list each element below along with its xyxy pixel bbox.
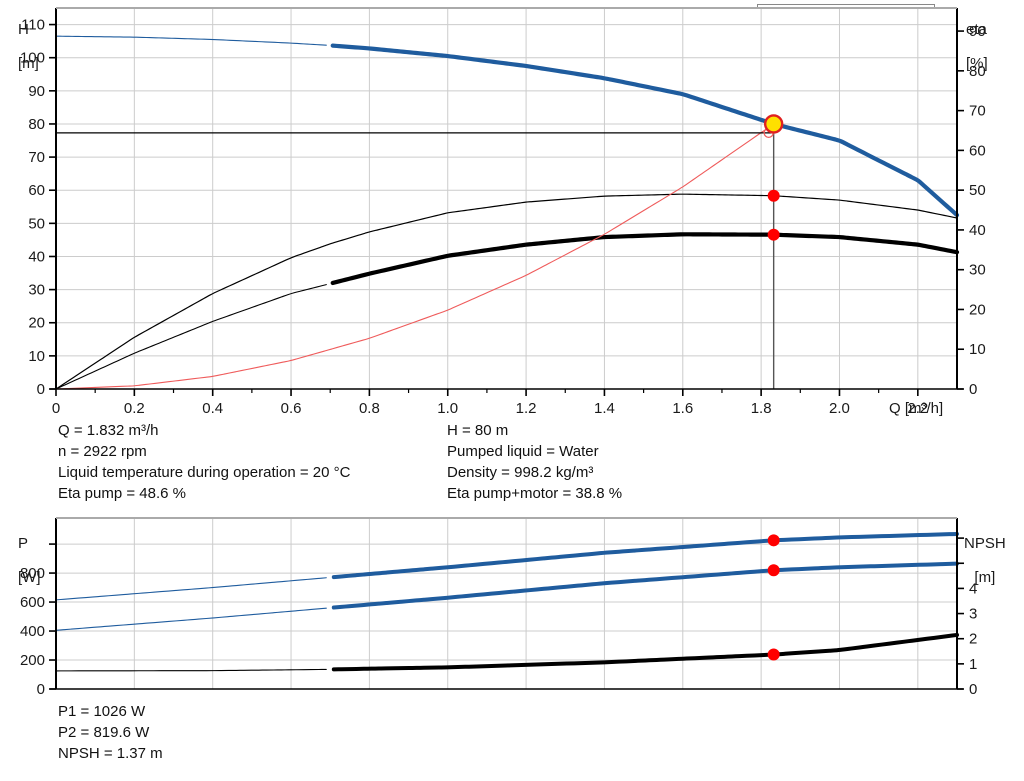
- top-x-tick-1: 0.2: [124, 400, 145, 417]
- top-left-tick-0: 0: [37, 381, 45, 398]
- bottom-left-tick-800: 800: [20, 565, 45, 582]
- top-x-tick-11: 2.2: [907, 400, 928, 417]
- top-right-tick-60: 60: [969, 142, 986, 159]
- bottom-right-axis-unit: [m]: [974, 569, 996, 586]
- curve-system: [55, 123, 774, 390]
- bottom-left-axis-title: P [W]: [18, 518, 41, 586]
- top-x-tick-8: 1.6: [672, 400, 693, 417]
- bottom-right-axis-title: NPSH [m]: [964, 518, 1006, 586]
- top-right-tick-20: 20: [969, 301, 986, 318]
- top-left-tick-110: 110: [21, 17, 45, 34]
- top-right-tick-70: 70: [969, 103, 986, 120]
- info-bottom-1: P2 = 819.6 W: [58, 724, 150, 741]
- curve-p1-thin: [55, 577, 327, 601]
- bottom-left-axis-name: P: [18, 535, 29, 552]
- top-right-axis-title: eta [%]: [966, 4, 988, 72]
- top-left-axis-name: H: [18, 21, 29, 38]
- top-left-tick-90: 90: [28, 83, 45, 100]
- top-right-tick-10: 10: [969, 341, 986, 358]
- curve-p2: [331, 561, 959, 610]
- top-x-tick-7: 1.4: [594, 400, 615, 417]
- info-top-right-0: H = 80 m: [447, 422, 509, 439]
- top-right-tick-90: 90: [969, 23, 986, 40]
- bottom-right-tick-1: 1: [969, 656, 977, 673]
- curve-npsh: [331, 632, 959, 672]
- duty-point-eta-pump-motor-marker[interactable]: [767, 228, 780, 241]
- top-left-tick-50: 50: [28, 215, 45, 232]
- top-right-axis-unit: [%]: [966, 55, 988, 72]
- bottom-left-tick-0: 0: [37, 681, 45, 698]
- curve-eta-pump-motor: [330, 232, 960, 286]
- top-right-tick-80: 80: [969, 63, 986, 80]
- top-x-tick-6: 1.2: [516, 400, 537, 417]
- duty-point-p1-marker[interactable]: [767, 534, 780, 547]
- info-bottom-0: P1 = 1026 W: [58, 703, 146, 720]
- top-left-tick-70: 70: [28, 149, 45, 166]
- bottom-right-tick-4: 4: [969, 580, 977, 597]
- top-left-tick-40: 40: [28, 248, 45, 265]
- bottom-right-axis-name: NPSH: [964, 535, 1006, 552]
- info-top-left-0: Q = 1.832 m³/h: [58, 422, 159, 439]
- bottom-left-axis-unit: [W]: [18, 569, 41, 586]
- info-top-left-1: n = 2922 rpm: [58, 443, 147, 460]
- top-right-tick-30: 30: [969, 262, 986, 279]
- duty-point-marker[interactable]: [763, 114, 784, 134]
- duty-point-p2-marker[interactable]: [767, 564, 780, 577]
- info-top-left-2: Liquid temperature during operation = 20…: [58, 464, 351, 481]
- info-top-right-2: Density = 998.2 kg/m³: [447, 464, 594, 481]
- top-left-axis-title: H [m]: [18, 4, 39, 72]
- duty-point-npsh-marker[interactable]: [767, 648, 780, 661]
- info-top-right-1: Pumped liquid = Water: [447, 443, 599, 460]
- info-top-right-3: Eta pump+motor = 38.8 %: [447, 485, 623, 502]
- info-bottom-2: NPSH = 1.37 m: [58, 745, 163, 762]
- curve-p1: [331, 531, 959, 580]
- duty-point-eta-pump-marker[interactable]: [767, 189, 780, 202]
- top-right-tick-0: 0: [969, 381, 977, 398]
- top-right-tick-50: 50: [969, 182, 986, 199]
- top-x-axis-title: Q [m³/h]: [889, 400, 944, 417]
- top-left-tick-20: 20: [28, 315, 45, 332]
- top-x-tick-5: 1.0: [437, 400, 458, 417]
- top-left-axis-unit: [m]: [18, 55, 39, 72]
- top-x-tick-9: 1.8: [751, 400, 772, 417]
- curve-head-h-: [330, 43, 960, 218]
- bottom-right-tick-2: 2: [969, 631, 977, 648]
- top-x-tick-10: 2.0: [829, 400, 850, 417]
- bottom-left-tick-600: 600: [20, 594, 45, 611]
- top-left-tick-60: 60: [28, 182, 45, 199]
- curve-head-h--thin: [55, 35, 327, 46]
- info-top-left-3: Eta pump = 48.6 %: [58, 485, 186, 502]
- top-x-tick-0: 0: [52, 400, 60, 417]
- top-left-tick-10: 10: [28, 348, 45, 365]
- curve-eta-pump-motor-thin: [55, 284, 327, 390]
- top-left-tick-100: 100: [20, 50, 45, 67]
- top-x-tick-4: 0.8: [359, 400, 380, 417]
- bottom-right-tick-0: 0: [969, 681, 977, 698]
- bottom-left-tick-200: 200: [20, 652, 45, 669]
- curve-eta-pump: [55, 193, 958, 390]
- top-right-tick-40: 40: [969, 222, 986, 239]
- top-chart-svg: 0 10 20 30 40 50 60 70 80 90 100 110 0 10 20 30 40 50 60 70…: [20, 7, 986, 417]
- top-right-axis-name: eta: [966, 21, 987, 38]
- curve-npsh-thin: [55, 668, 327, 672]
- top-left-tick-30: 30: [28, 282, 45, 299]
- bottom-right-tick-3: 3: [969, 606, 977, 623]
- curve-p2-thin: [55, 607, 327, 631]
- top-x-tick-2: 0.4: [202, 400, 223, 417]
- top-x-tick-3: 0.6: [281, 400, 302, 417]
- bottom-left-tick-400: 400: [20, 623, 45, 640]
- top-left-tick-80: 80: [28, 116, 45, 133]
- bottom-chart-svg: 0 200 400 600 800 0 1 2 3 4: [20, 517, 977, 698]
